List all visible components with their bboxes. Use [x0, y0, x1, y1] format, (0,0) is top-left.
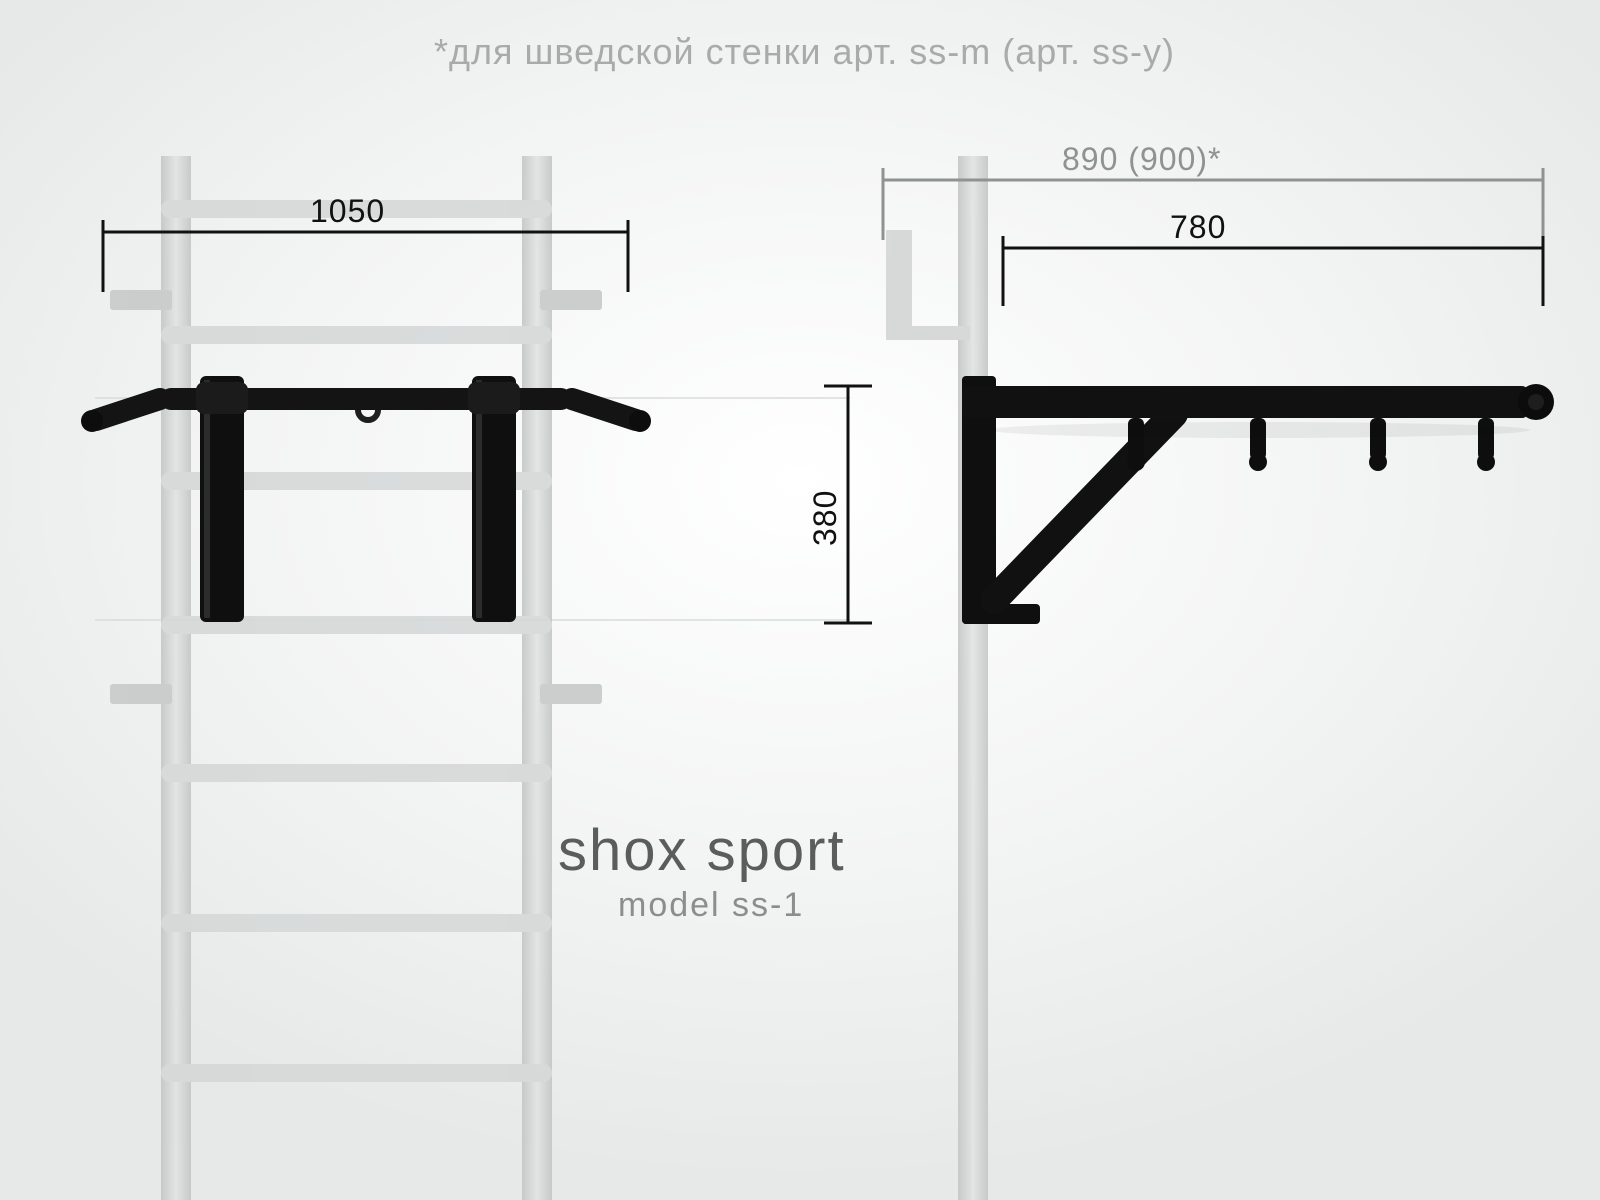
brand-line2: model ss-1 [618, 886, 804, 924]
dim-780 [1003, 236, 1543, 306]
dim-780-label: 780 [1170, 209, 1226, 245]
diagram-svg: 1050 890 (900)* 780 380 *для шведской ст… [0, 0, 1600, 1200]
side-view [962, 376, 1554, 624]
top-note: *для шведской стенки арт. ss-m (арт. ss-… [434, 31, 1175, 72]
ladder-front [110, 156, 602, 1200]
dim-380-label: 380 [807, 490, 843, 546]
brand-line1: shox sport [558, 818, 846, 883]
dim-1050-label: 1050 [310, 193, 385, 229]
dim-890-label: 890 (900)* [1062, 141, 1221, 177]
ladder-side [886, 156, 988, 1200]
